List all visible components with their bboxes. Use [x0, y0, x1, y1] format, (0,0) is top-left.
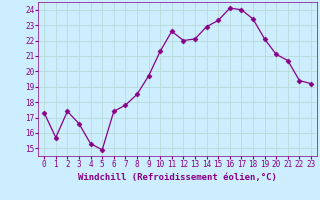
- X-axis label: Windchill (Refroidissement éolien,°C): Windchill (Refroidissement éolien,°C): [78, 173, 277, 182]
